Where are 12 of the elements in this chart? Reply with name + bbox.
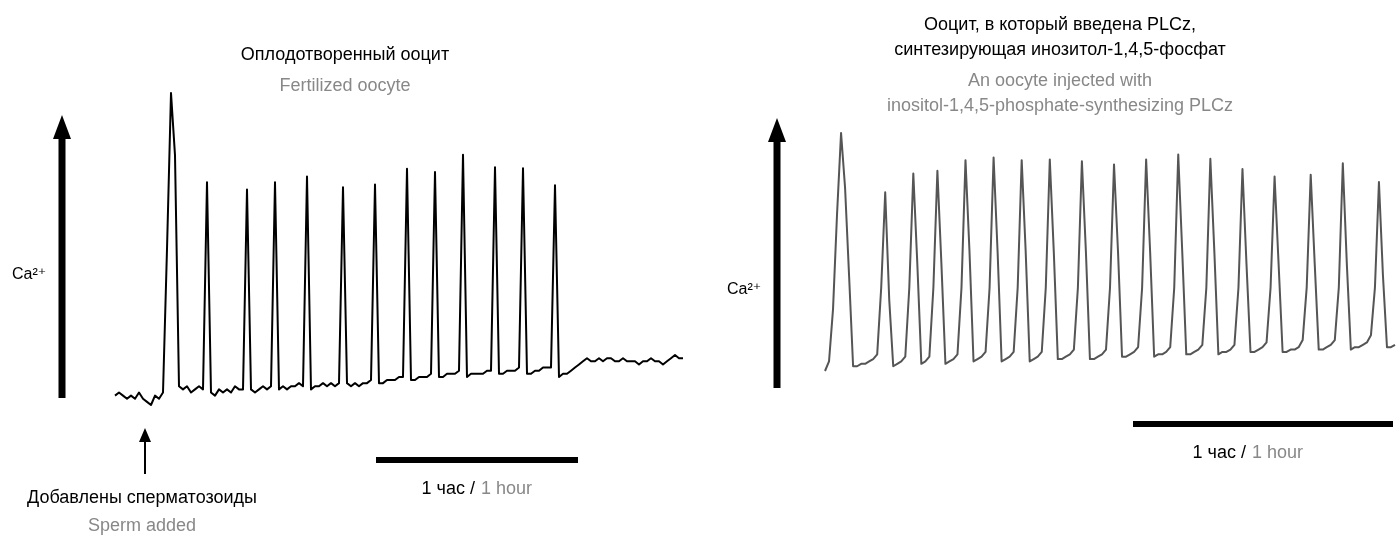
chart-title: Оплодотворенный ооцит xyxy=(240,43,450,64)
y-axis-title: Ca²⁺ xyxy=(727,279,762,297)
chart-subtitle: Fertilized oocyte xyxy=(279,74,411,95)
text: Sperm added xyxy=(87,515,197,535)
y-axis-title: Ca²⁺ xyxy=(12,264,47,282)
text: 1 hour xyxy=(481,478,533,498)
text: 1 час / xyxy=(421,478,475,498)
chart-subtitle: An oocyte injected with inositol-1,4,5-phosphate-synthesizing PLCz xyxy=(886,69,1234,115)
text: Добавлены сперматозоиды xyxy=(26,487,258,507)
chart-title: Ооцит, в который введена PLCz, синтезирующая инозитол-1,4,5-фосфат xyxy=(894,13,1226,59)
text: 1 hour xyxy=(1252,442,1304,462)
text: 1 час / xyxy=(1192,442,1246,462)
